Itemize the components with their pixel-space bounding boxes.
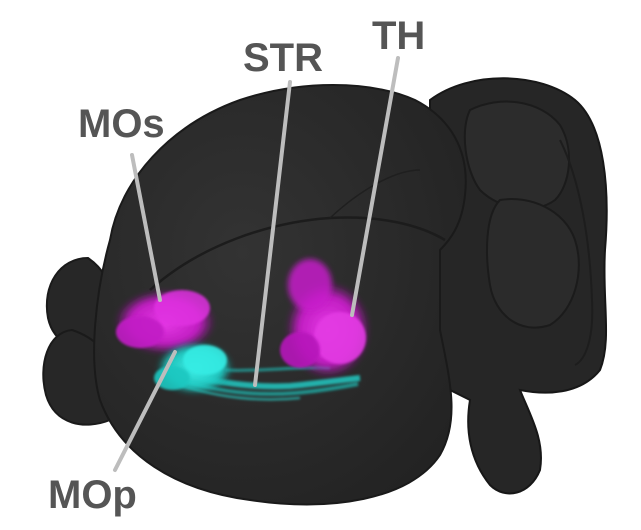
mos-region (115, 290, 215, 354)
leader-line-str (253, 80, 292, 387)
label-mos: MOs (78, 102, 165, 146)
leader-lines (113, 56, 400, 472)
leader-line-mop (113, 350, 177, 472)
leader-line-th (350, 56, 400, 317)
label-mop: MOp (48, 473, 137, 517)
label-th: TH (372, 14, 426, 58)
leader-line-mos (130, 153, 162, 302)
cerebellum (392, 77, 608, 495)
mop-region (154, 342, 233, 394)
label-str: STR (243, 36, 323, 80)
th-region (280, 259, 370, 378)
